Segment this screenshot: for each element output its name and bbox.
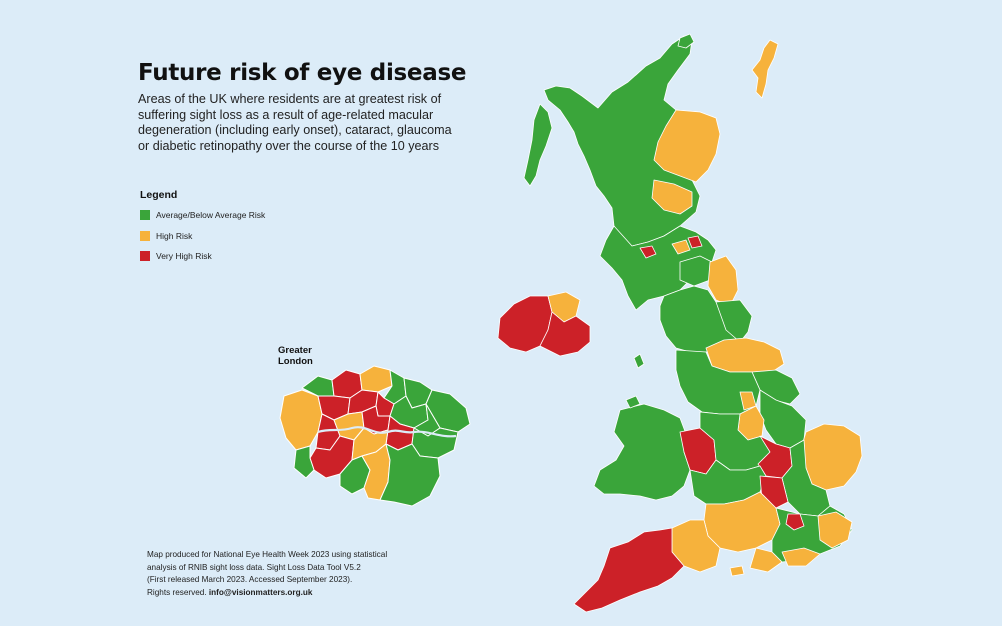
legend-swatch-green (140, 210, 150, 220)
footer-email[interactable]: info@visionmatters.org.uk (208, 587, 313, 597)
region-shetland (751, 39, 779, 99)
region-wales (593, 403, 691, 501)
region-west-sussex (749, 547, 783, 573)
region-south-west (573, 527, 685, 613)
region-aberdeenshire (653, 109, 721, 183)
footer-credits: Map produced for National Eye Health Wee… (147, 549, 477, 599)
legend-swatch-amber (140, 231, 150, 241)
map-title: Future risk of eye disease (138, 60, 467, 86)
legend-label-high: High Risk (156, 231, 193, 241)
region-western-isles (523, 103, 553, 187)
region-london (785, 513, 805, 531)
region-anglesey (625, 395, 641, 409)
footer-rights: Rights reserved. (147, 587, 209, 597)
uk-map (523, 33, 863, 613)
legend-item-average: Average/Below Average Risk (140, 209, 265, 221)
region-north-yorkshire (705, 337, 785, 373)
region-glasgow (639, 245, 657, 259)
map-subtitle: Areas of the UK where residents are at g… (138, 92, 452, 153)
footer-line4: Rights reserved. info@visionmatters.org.… (147, 587, 477, 600)
gl-hillingdon (279, 389, 323, 451)
region-east-yorkshire (751, 369, 801, 405)
region-angus (651, 179, 693, 215)
legend-label-very-high: Very High Risk (156, 251, 212, 261)
region-derbyshire (739, 391, 757, 411)
region-edinburgh (687, 235, 703, 249)
greater-london-label: Greater London (278, 345, 313, 367)
legend-swatch-red (140, 251, 150, 261)
region-isle-of-man (633, 353, 645, 369)
river-thames (317, 426, 457, 438)
legend-item-high: High Risk (140, 230, 192, 242)
greater-london-label-line1: Greater (278, 345, 312, 356)
region-kent (817, 511, 853, 549)
greater-london-map (279, 365, 471, 507)
gl-south-edge (293, 445, 315, 479)
region-east-sussex (781, 547, 821, 567)
northern-ireland (497, 291, 591, 357)
region-orkney (677, 33, 695, 49)
region-ni-east (539, 311, 591, 357)
gl-bromley (379, 443, 441, 507)
legend-title: Legend (140, 189, 178, 201)
region-northumberland (707, 255, 739, 307)
region-east-lothian (671, 239, 691, 255)
legend-label-average: Average/Below Average Risk (156, 210, 266, 220)
legend-item-very-high: Very High Risk (140, 250, 212, 262)
footer-line3: (First released March 2023. Accessed Sep… (147, 575, 353, 584)
region-county-durham (715, 299, 753, 343)
greater-london-label-line2: London (278, 356, 313, 367)
footer-line2: analysis of RNIB sight loss data. Sight … (147, 562, 361, 572)
footer-line1: Map produced for National Eye Health Wee… (147, 550, 388, 559)
gl-enfield (359, 365, 393, 393)
region-isle-of-wight (729, 565, 745, 577)
